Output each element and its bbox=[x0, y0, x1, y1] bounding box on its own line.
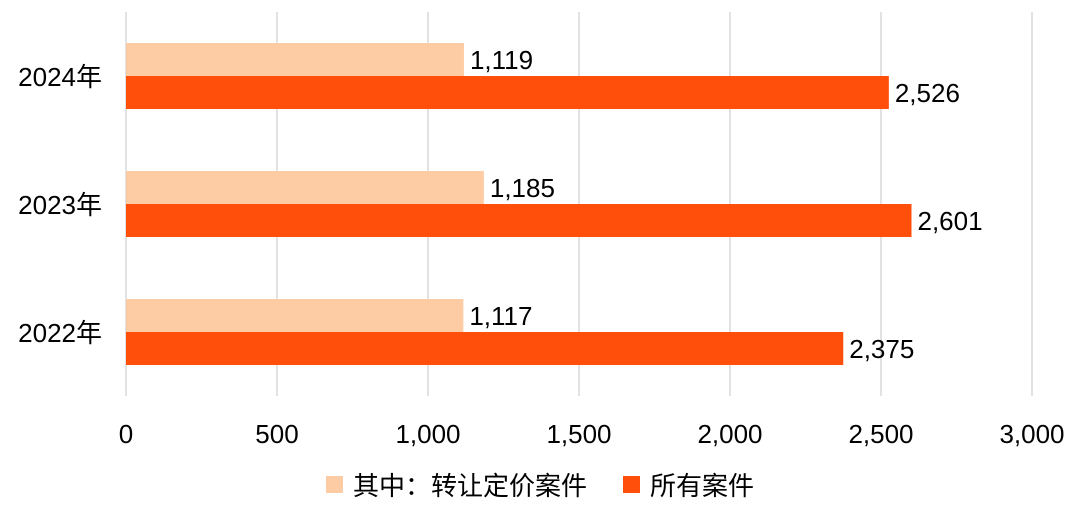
x-tick-label-3000: 3,000 bbox=[999, 419, 1064, 449]
legend-item-all-cases: 所有案件 bbox=[623, 466, 754, 503]
x-tick-label-1000: 1,000 bbox=[395, 419, 460, 449]
x-tick-label-1500: 1,500 bbox=[546, 419, 611, 449]
chart-plot: 0 500 1,000 1,500 2,000 2,500 3,000 2024年 1,119 2… bbox=[18, 12, 1065, 449]
data-label-all-cases-0: 2,526 bbox=[895, 78, 960, 108]
data-label-all-cases-2: 2,375 bbox=[849, 334, 914, 364]
category-label-0: 2024年 bbox=[18, 62, 102, 92]
legend-swatch-all-cases bbox=[623, 475, 640, 493]
data-label-transfer-pricing-1: 1,185 bbox=[490, 173, 555, 203]
legend-item-transfer-pricing: 其中：转让定价案件 bbox=[325, 466, 587, 503]
legend-label-all-cases: 所有案件 bbox=[650, 470, 755, 501]
bar-all-cases-2 bbox=[126, 332, 844, 365]
legend-swatch-transfer-pricing bbox=[325, 475, 343, 493]
bar-transfer-pricing-1 bbox=[126, 171, 484, 204]
bar-all-cases-0 bbox=[126, 76, 889, 109]
legend-label-transfer-pricing: 其中：转让定价案件 bbox=[352, 470, 587, 501]
data-label-transfer-pricing-0: 1,119 bbox=[470, 45, 533, 75]
bar-transfer-pricing-0 bbox=[126, 43, 464, 76]
data-label-all-cases-1: 2,601 bbox=[918, 206, 983, 236]
x-tick-label-2000: 2,000 bbox=[697, 419, 762, 449]
category-label-1: 2023年 bbox=[18, 190, 102, 220]
bar-transfer-pricing-2 bbox=[126, 299, 464, 332]
legend: 其中：转让定价案件 所有案件 bbox=[0, 464, 1080, 504]
x-tick-label-0: 0 bbox=[119, 419, 133, 449]
x-tick-label-500: 500 bbox=[255, 419, 298, 449]
bar-all-cases-1 bbox=[126, 204, 912, 237]
x-tick-label-2500: 2,500 bbox=[848, 419, 913, 449]
category-label-2: 2022年 bbox=[18, 318, 102, 348]
data-label-transfer-pricing-2: 1,117 bbox=[469, 301, 532, 331]
